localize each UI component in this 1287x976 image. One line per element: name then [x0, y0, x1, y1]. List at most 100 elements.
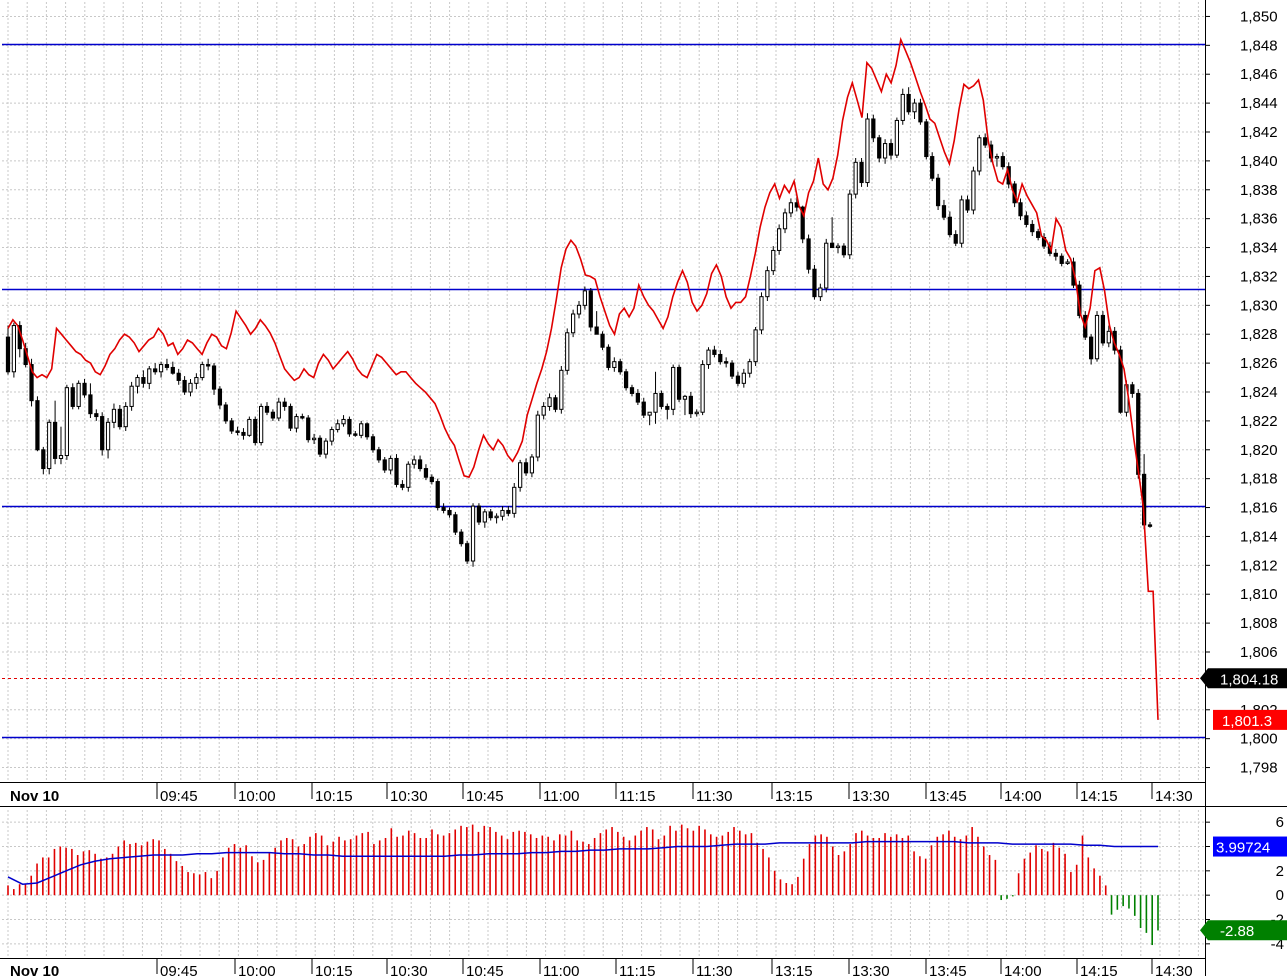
- candle-body: [782, 212, 788, 230]
- candle-body: [1106, 330, 1111, 344]
- candle-body: [806, 238, 811, 270]
- candle-body: [58, 455, 64, 459]
- candle-body: [5, 336, 11, 373]
- candle-body: [94, 413, 99, 418]
- price-tick-label: 1,828: [1240, 326, 1278, 343]
- candle-body: [600, 333, 605, 348]
- candle-body: [264, 405, 270, 413]
- candle-body: [76, 382, 81, 407]
- candle-body: [241, 431, 246, 436]
- candle-body: [494, 515, 499, 519]
- candle-body: [894, 119, 899, 156]
- price-tick-label: 1,816: [1240, 500, 1278, 517]
- candle-body: [1053, 252, 1058, 257]
- candle-body: [370, 436, 376, 451]
- price-tick-label: 1,838: [1240, 182, 1278, 199]
- price-tick-label: 1,810: [1240, 586, 1278, 603]
- candle-body: [712, 349, 717, 355]
- candle-body: [206, 364, 211, 367]
- time-label: 11:15: [619, 788, 655, 805]
- candle-body: [641, 401, 646, 416]
- candle-body: [406, 463, 411, 488]
- candle-body: [853, 161, 858, 195]
- candle-body: [759, 296, 764, 331]
- candle-body: [924, 121, 929, 158]
- candle-body: [1000, 156, 1005, 168]
- candle-body: [465, 543, 470, 562]
- osc-tick-label: 6: [1276, 814, 1284, 831]
- candle-body: [941, 205, 947, 218]
- candle-body: [747, 361, 752, 374]
- candle-body: [41, 449, 46, 470]
- time-label: 11:00: [543, 963, 579, 976]
- candle-body: [323, 440, 328, 455]
- candle-body: [317, 437, 323, 455]
- time-label: 10:45: [466, 963, 504, 976]
- candle-body: [994, 156, 1000, 159]
- candle-body: [553, 397, 558, 410]
- oscillator-bars: [7, 824, 1159, 946]
- candle-body: [1130, 384, 1135, 394]
- candle-body: [824, 242, 829, 289]
- candle-body: [659, 392, 664, 407]
- candle-body: [347, 418, 352, 435]
- candle-body: [70, 387, 75, 407]
- candle-body: [123, 405, 128, 428]
- candle-body: [871, 118, 876, 139]
- last-price-badge-shape: [1200, 668, 1287, 689]
- candle-body: [618, 361, 623, 373]
- candle-body: [1100, 314, 1106, 344]
- candle-body: [694, 411, 699, 415]
- signal-line: [7, 840, 1158, 885]
- candle-body: [594, 326, 599, 335]
- candle-body: [959, 199, 964, 244]
- candle-body: [635, 392, 640, 403]
- candle-body: [164, 364, 170, 368]
- candle-body: [388, 457, 393, 471]
- candle-body: [194, 377, 199, 384]
- candle-body: [1118, 349, 1123, 413]
- candle-body: [364, 423, 370, 438]
- candle-body: [765, 270, 770, 298]
- price-tick-label: 1,844: [1240, 95, 1278, 112]
- candle-body: [570, 313, 576, 334]
- candle-body: [300, 416, 305, 419]
- candle-body: [29, 364, 34, 402]
- price-line-series: [7, 36, 1159, 720]
- candle-body: [147, 368, 152, 384]
- time-label: 11:30: [696, 963, 732, 976]
- close-price-badge-shape: [1213, 709, 1287, 730]
- time-label: 13:15: [775, 788, 813, 805]
- time-label: 14:15: [1080, 963, 1118, 976]
- candle-body: [500, 509, 505, 517]
- candle-body: [724, 361, 729, 364]
- candle-body: [182, 379, 187, 393]
- candle-body: [512, 486, 517, 514]
- candle-body: [11, 325, 17, 373]
- candle-body: [353, 433, 358, 436]
- candle-body: [706, 349, 711, 366]
- candle-body: [376, 449, 381, 461]
- time-label: 14:00: [1004, 963, 1042, 976]
- candle-body: [653, 392, 658, 413]
- candle-body: [1059, 255, 1064, 264]
- candle-body: [423, 468, 429, 478]
- candle-body: [912, 102, 917, 113]
- price-tick-label: 1,830: [1240, 297, 1278, 314]
- close-price-badge: 1,801.3: [1213, 709, 1287, 730]
- price-tick-label: 1,826: [1240, 355, 1278, 372]
- time-label: 14:30: [1155, 963, 1193, 976]
- candle-body: [676, 366, 682, 400]
- candle-body: [259, 405, 264, 444]
- candle-body: [1089, 336, 1094, 360]
- time-label: 11:15: [619, 963, 655, 976]
- candle-body: [700, 364, 705, 413]
- candle-body: [288, 405, 293, 429]
- candle-body: [800, 206, 805, 240]
- candle-body: [588, 290, 593, 328]
- candle-body: [1018, 202, 1023, 217]
- signal-value-badge: 3.99724: [1213, 836, 1287, 857]
- candle-body: [818, 287, 823, 298]
